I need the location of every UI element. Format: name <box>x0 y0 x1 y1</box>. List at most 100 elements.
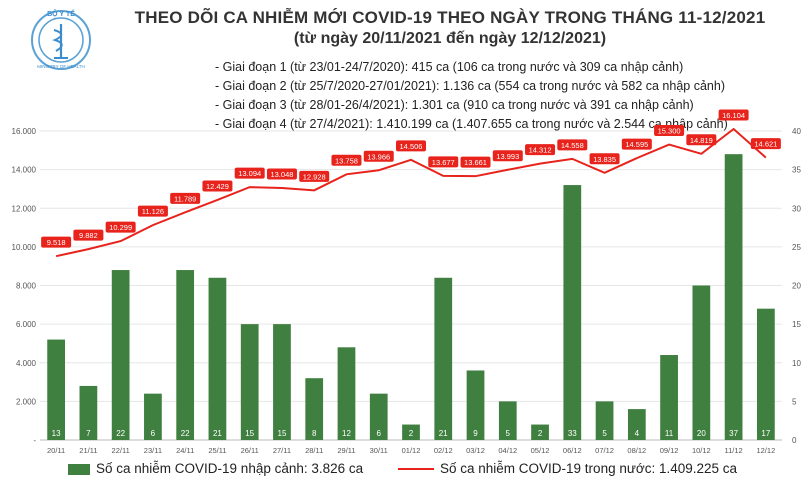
ministry-of-health-logo: BỘ Y TẾ MINISTRY OF HEALTH <box>31 8 91 70</box>
bar-value-label: 7 <box>86 429 91 438</box>
line-value-label-bg <box>41 236 72 248</box>
bar <box>402 424 420 440</box>
x-axis-tick-label: 01/12 <box>402 446 421 455</box>
line-value-label-bg <box>492 150 523 162</box>
line-value-label: 14.819 <box>690 136 713 145</box>
line-value-label: 10.299 <box>109 223 132 232</box>
line-value-label: 11.789 <box>174 194 196 203</box>
line-value-label: 16.104 <box>722 111 745 120</box>
line-value-label-bg <box>331 154 362 166</box>
line-value-label-bg <box>589 153 620 165</box>
phase-notes: - Giai đoạn 1 (từ 23/01-24/7/2020): 415 … <box>215 58 728 134</box>
bar-value-label: 21 <box>439 429 448 438</box>
bar-value-label: 15 <box>245 429 254 438</box>
line-value-label-bg <box>137 205 168 217</box>
bar-value-label: 37 <box>729 429 738 438</box>
x-axis-tick-label: 06/12 <box>563 446 582 455</box>
phase-note-3: - Giai đoạn 3 (từ 28/01-26/4/2021): 1.30… <box>215 98 694 112</box>
x-axis-tick-label: 05/12 <box>531 446 550 455</box>
right-axis-tick-label: 25 <box>792 243 801 252</box>
line-value-label: 14.621 <box>754 140 777 149</box>
legend-bar-entry: Số ca nhiễm COVID-19 nhập cảnh: 3.826 ca <box>68 461 363 476</box>
left-axis-tick-label: 14.000 <box>12 166 37 175</box>
bar-value-label: 22 <box>116 429 125 438</box>
line-value-label-bg <box>73 229 104 241</box>
line-value-label: 11.126 <box>142 207 164 216</box>
x-axis-tick-label: 23/11 <box>144 446 162 455</box>
bar-value-label: 21 <box>213 429 222 438</box>
line-value-label: 12.429 <box>206 182 229 191</box>
right-axis-tick-label: 5 <box>792 397 797 406</box>
left-axis-tick-label: 4.000 <box>16 359 37 368</box>
bar-value-label: 15 <box>278 429 287 438</box>
bar <box>79 385 98 440</box>
x-axis-tick-label: 30/11 <box>370 446 388 455</box>
x-axis-tick-label: 10/12 <box>692 446 711 455</box>
x-axis-tick-label: 09/12 <box>660 446 679 455</box>
bar-value-label: 8 <box>312 429 317 438</box>
chart-title: THEO DÕI CA NHIỄM MỚI COVID-19 THEO NGÀY… <box>134 8 766 27</box>
line-value-label-bg <box>234 167 265 179</box>
line-value-label: 14.558 <box>561 141 584 150</box>
line-series <box>55 127 767 258</box>
phase-note-2: - Giai đoạn 2 (từ 25/7/2020-27/01/2021):… <box>215 79 725 93</box>
chart-legend: Số ca nhiễm COVID-19 nhập cảnh: 3.826 ca… <box>0 458 810 484</box>
left-axis-tick-label: 16.000 <box>12 127 37 136</box>
line-value-label-bg <box>428 156 459 168</box>
bar-value-label: 17 <box>761 429 770 438</box>
x-axis-tick-label: 22/11 <box>112 446 130 455</box>
left-axis-tick-label: - <box>33 436 36 445</box>
bar <box>369 393 388 440</box>
line-value-label-bg <box>557 139 588 151</box>
line-value-label: 15.300 <box>658 127 681 136</box>
line-value-label: 9.518 <box>47 238 66 247</box>
line-value-label: 13.661 <box>464 158 487 167</box>
line-value-label-bg <box>525 144 556 156</box>
line-value-label-bg <box>202 180 233 192</box>
x-axis-tick-label: 07/12 <box>595 446 614 455</box>
bar <box>144 393 162 440</box>
bar <box>111 270 130 440</box>
x-axis-tick-label: 11/12 <box>724 446 742 455</box>
line-value-label: 14.595 <box>625 140 648 149</box>
right-axis-tick-label: 35 <box>792 166 801 175</box>
bar-value-label: 5 <box>602 429 607 438</box>
bar <box>563 185 582 440</box>
bar-value-label: 4 <box>635 429 640 438</box>
bar <box>595 401 614 440</box>
line-value-label-bg <box>396 140 426 152</box>
line-value-label-bg <box>363 150 394 162</box>
line-value-label-bg <box>299 170 330 182</box>
line-value-label: 13.048 <box>270 170 293 179</box>
logo-text: BỘ Y TẾ <box>47 8 75 18</box>
right-axis-tick-label: 15 <box>792 320 801 329</box>
x-axis-tick-label: 25/11 <box>208 446 226 455</box>
bar-value-label: 9 <box>473 429 478 438</box>
line-value-label: 13.094 <box>238 169 261 178</box>
line-value-label: 13.758 <box>335 156 358 165</box>
bar <box>47 339 66 440</box>
line-value-label: 14.312 <box>529 146 552 155</box>
chart-subtitle: (từ ngày 20/11/2021 đến ngày 12/12/2021) <box>293 30 607 47</box>
right-axis-tick-label: 10 <box>792 359 801 368</box>
x-axis-tick-label: 28/11 <box>305 446 323 455</box>
left-axis-tick-label: 8.000 <box>16 282 37 291</box>
left-axis-tick-label: 12.000 <box>12 204 37 213</box>
bar <box>531 424 549 440</box>
bar <box>240 324 259 440</box>
logo-ring-text: MINISTRY OF HEALTH <box>37 64 85 69</box>
x-axis-tick-label: 08/12 <box>627 446 646 455</box>
bar <box>498 401 517 440</box>
left-axis-tick-label: 6.000 <box>16 320 37 329</box>
bar-value-label: 22 <box>181 429 190 438</box>
x-axis-tick-label: 27/11 <box>273 446 291 455</box>
bar-value-label: 13 <box>52 429 61 438</box>
line-value-label: 13.993 <box>496 152 519 161</box>
bar <box>692 285 711 440</box>
bar <box>724 154 743 441</box>
line-value-label: 13.677 <box>432 158 455 167</box>
bar <box>176 270 195 440</box>
legend-line-entry: Số ca nhiễm COVID-19 trong nước: 1.409.2… <box>398 461 737 476</box>
bar <box>627 409 646 440</box>
